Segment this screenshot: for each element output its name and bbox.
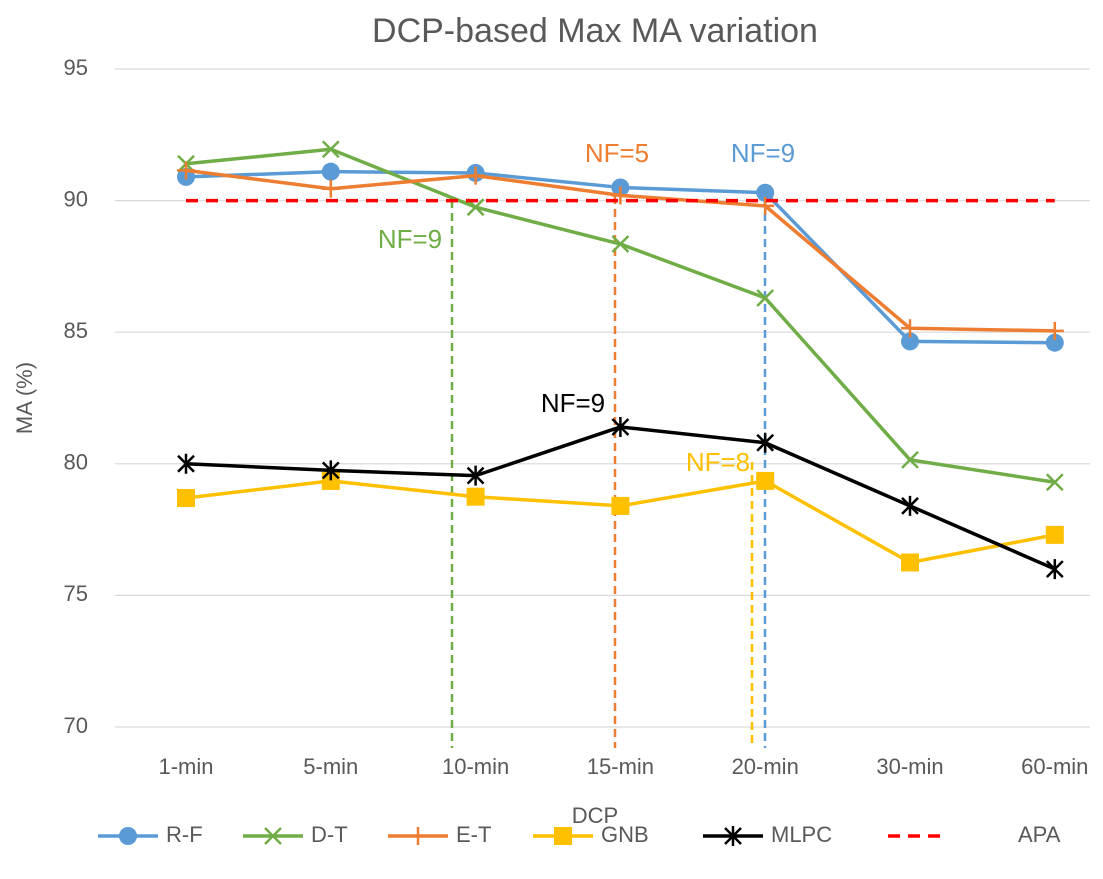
legend-item: GNB [533, 822, 649, 847]
annotation: NF=9 [731, 138, 795, 168]
marker [1045, 473, 1064, 492]
marker [321, 162, 340, 181]
marker [1045, 525, 1064, 544]
marker [901, 332, 919, 351]
marker [466, 166, 485, 185]
marker [611, 186, 630, 205]
y-tick-label: 80 [64, 450, 88, 475]
legend-label: E-T [456, 822, 491, 847]
marker [756, 432, 775, 453]
marker [901, 495, 919, 516]
y-axis-label: MA (%) [12, 362, 37, 434]
legend-item: APA [888, 822, 1061, 847]
marker [466, 465, 485, 486]
legend-marker [554, 827, 572, 845]
y-tick-label: 75 [64, 581, 88, 606]
series [177, 416, 1064, 580]
marker [611, 235, 630, 253]
x-tick-label: 10-min [442, 754, 509, 779]
marker [901, 319, 919, 338]
marker [756, 289, 775, 307]
legend-marker [264, 827, 282, 845]
y-tick-label: 85 [64, 318, 88, 343]
marker [756, 471, 775, 490]
annotation: NF=9 [378, 224, 442, 254]
legend-item: MLPC [703, 822, 832, 847]
marker [756, 183, 775, 202]
legend-label: D-T [311, 822, 348, 847]
legend-label: R-F [166, 822, 203, 847]
x-tick-label: 15-min [587, 754, 654, 779]
y-tick-label: 95 [64, 55, 88, 80]
marker [1045, 321, 1064, 340]
series-line [185, 479, 1056, 565]
marker [177, 489, 195, 508]
marker [1045, 559, 1064, 580]
legend-marker [409, 827, 427, 845]
marker [177, 453, 195, 474]
marker [611, 416, 630, 437]
series [177, 161, 1064, 340]
marker [321, 460, 340, 481]
marker [321, 179, 340, 198]
legend-marker [724, 826, 742, 846]
x-tick-label: 1-min [158, 754, 213, 779]
annotation: NF=9 [541, 388, 605, 418]
marker [901, 553, 919, 572]
legend-label: APA [1018, 822, 1061, 847]
y-tick-label: 70 [64, 713, 88, 738]
x-tick-label: 5-min [303, 754, 358, 779]
legend-marker [119, 827, 137, 845]
marker [466, 487, 485, 506]
annotation: NF=8 [686, 447, 750, 477]
y-tick-label: 90 [64, 186, 88, 211]
marker [321, 140, 340, 159]
series [177, 471, 1064, 572]
legend-label: MLPC [771, 822, 832, 847]
x-tick-label: 60-min [1021, 754, 1088, 779]
legend-item: R-F [98, 822, 203, 847]
annotation: NF=5 [585, 138, 649, 168]
legend-item: D-T [243, 822, 348, 847]
legend-item: E-T [388, 822, 491, 847]
legend-label: GNB [601, 822, 649, 847]
x-tick-label: 20-min [732, 754, 799, 779]
marker [611, 496, 630, 515]
chart-title: DCP-based Max MA variation [372, 12, 818, 50]
marker [756, 196, 775, 215]
marker [1045, 333, 1064, 352]
marker [177, 161, 195, 180]
x-axis-label: DCP [572, 803, 618, 828]
marker [901, 450, 919, 469]
x-tick-label: 30-min [876, 754, 943, 779]
